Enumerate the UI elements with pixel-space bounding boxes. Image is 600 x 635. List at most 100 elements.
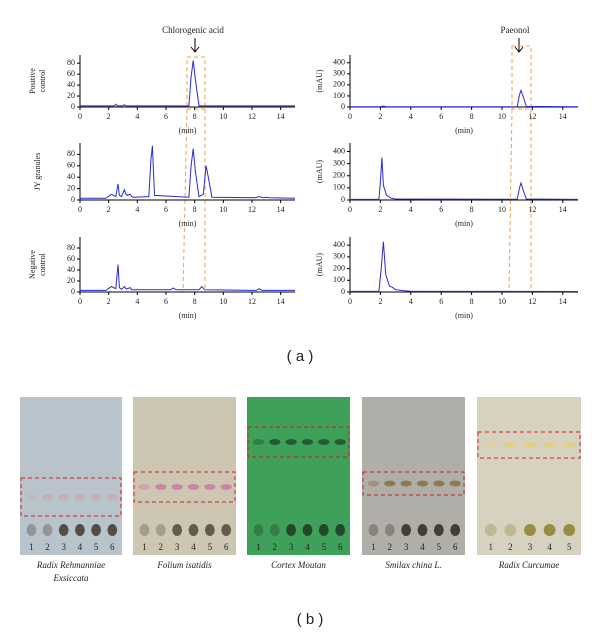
lane-number: 4 (78, 542, 83, 552)
origin-spot (524, 524, 536, 536)
origin-spot (172, 524, 183, 536)
x-tick-label: 14 (277, 205, 285, 214)
x-tick-label: 6 (164, 112, 168, 121)
plate-photo (133, 397, 236, 555)
lane-number: 3 (289, 542, 294, 552)
lane-number: 4 (305, 542, 310, 552)
origin-spot (543, 524, 556, 536)
lane-number: 5 (437, 542, 442, 552)
x-tick-label: 6 (164, 297, 168, 306)
origin-spot (401, 524, 412, 536)
x-tick-label: 8 (193, 112, 197, 121)
y-tick-label: 60 (67, 69, 75, 78)
y-axis-label: control (38, 252, 47, 275)
x-tick-label: 12 (248, 112, 256, 121)
spot (542, 442, 557, 448)
y-tick-label: 0 (71, 102, 75, 111)
annotation: Chlorogenic acid (162, 25, 224, 35)
origin-spot (269, 524, 280, 536)
x-tick-label: 0 (78, 205, 82, 214)
panel-label: ( a ) (287, 348, 314, 365)
origin-spot (318, 524, 329, 536)
x-axis-label: (min) (179, 311, 197, 320)
x-tick-label: 4 (135, 205, 139, 214)
y-tick-label: 40 (67, 80, 75, 89)
origin-spot (26, 524, 37, 536)
plate-name: Exsiccata (53, 573, 89, 583)
x-tick-label: 2 (378, 297, 382, 306)
arrows (190, 38, 524, 53)
chromatogram-line (350, 241, 579, 292)
x-axis-label: (min) (179, 219, 197, 228)
x-tick-label: 8 (470, 112, 474, 121)
x-tick-label: 4 (409, 112, 413, 121)
lane-number: 4 (547, 542, 552, 552)
y-tick-label: 40 (67, 265, 75, 274)
x-tick-label: 2 (107, 297, 111, 306)
lane-number: 6 (338, 542, 343, 552)
y-tick-label: 0 (341, 102, 345, 111)
origin-spot (58, 524, 69, 536)
x-tick-label: 2 (378, 205, 382, 214)
lane-number: 2 (508, 542, 513, 552)
y-tick-label: 20 (67, 91, 75, 100)
y-tick-label: 0 (71, 287, 75, 296)
spot (400, 480, 412, 487)
lane-number: 6 (453, 542, 458, 552)
chromatogram-line (80, 264, 295, 291)
annotation: Paeonol (501, 25, 530, 35)
x-tick-label: 2 (107, 205, 111, 214)
origin-spot (139, 524, 150, 536)
y-tick-label: 100 (333, 275, 345, 284)
y-tick-label: 80 (67, 149, 75, 158)
spot (269, 439, 281, 445)
spot (503, 442, 518, 448)
x-axis-label: (min) (455, 219, 473, 228)
spot (25, 494, 37, 500)
y-tick-label: 400 (333, 58, 345, 67)
spot (106, 494, 118, 500)
x-tick-label: 0 (78, 112, 82, 121)
y-tick-label: 100 (333, 183, 345, 192)
origin-spot (504, 524, 517, 536)
y-tick-label: 20 (67, 276, 75, 285)
x-tick-label: 0 (78, 297, 82, 306)
tlc-plate: 1 2 3 4 5 6 Radix Rehmanniae Exsiccata (20, 397, 122, 583)
spot (58, 494, 70, 500)
highlight-box (477, 431, 581, 459)
x-tick-label: 12 (528, 112, 536, 121)
x-tick-label: 10 (219, 297, 227, 306)
lane-number: 4 (420, 542, 425, 552)
spot (90, 494, 102, 500)
origin-spot (286, 524, 297, 536)
lane-number: 1 (371, 542, 376, 552)
y-axis-label: JY granules (33, 153, 42, 191)
x-tick-label: 4 (135, 297, 139, 306)
highlight-box (133, 471, 236, 503)
lane-number: 5 (567, 542, 572, 552)
x-tick-label: 12 (528, 205, 536, 214)
panel-label: ( b ) (297, 611, 324, 628)
spot (285, 439, 297, 445)
spot (74, 494, 86, 500)
y-tick-label: 60 (67, 161, 75, 170)
origin-spot (155, 524, 166, 536)
spot (433, 480, 445, 487)
plate-name: Radix Rehmanniae (36, 560, 105, 570)
lane-number: 3 (404, 542, 409, 552)
plate-photo (247, 397, 350, 555)
x-tick-label: 8 (193, 205, 197, 214)
spot (252, 439, 265, 445)
y-tick-label: 200 (333, 80, 345, 89)
lane-number: 3 (61, 542, 66, 552)
spot (220, 484, 232, 490)
origin-spot (204, 524, 215, 536)
y-tick-label: 0 (341, 195, 345, 204)
y-axis-label: Positive (28, 68, 37, 94)
spot (334, 439, 346, 445)
origin-spot (368, 524, 379, 536)
x-tick-label: 0 (348, 297, 352, 306)
x-tick-label: 4 (135, 112, 139, 121)
chromatogram-line (350, 157, 579, 200)
y-tick-label: 0 (71, 195, 75, 204)
